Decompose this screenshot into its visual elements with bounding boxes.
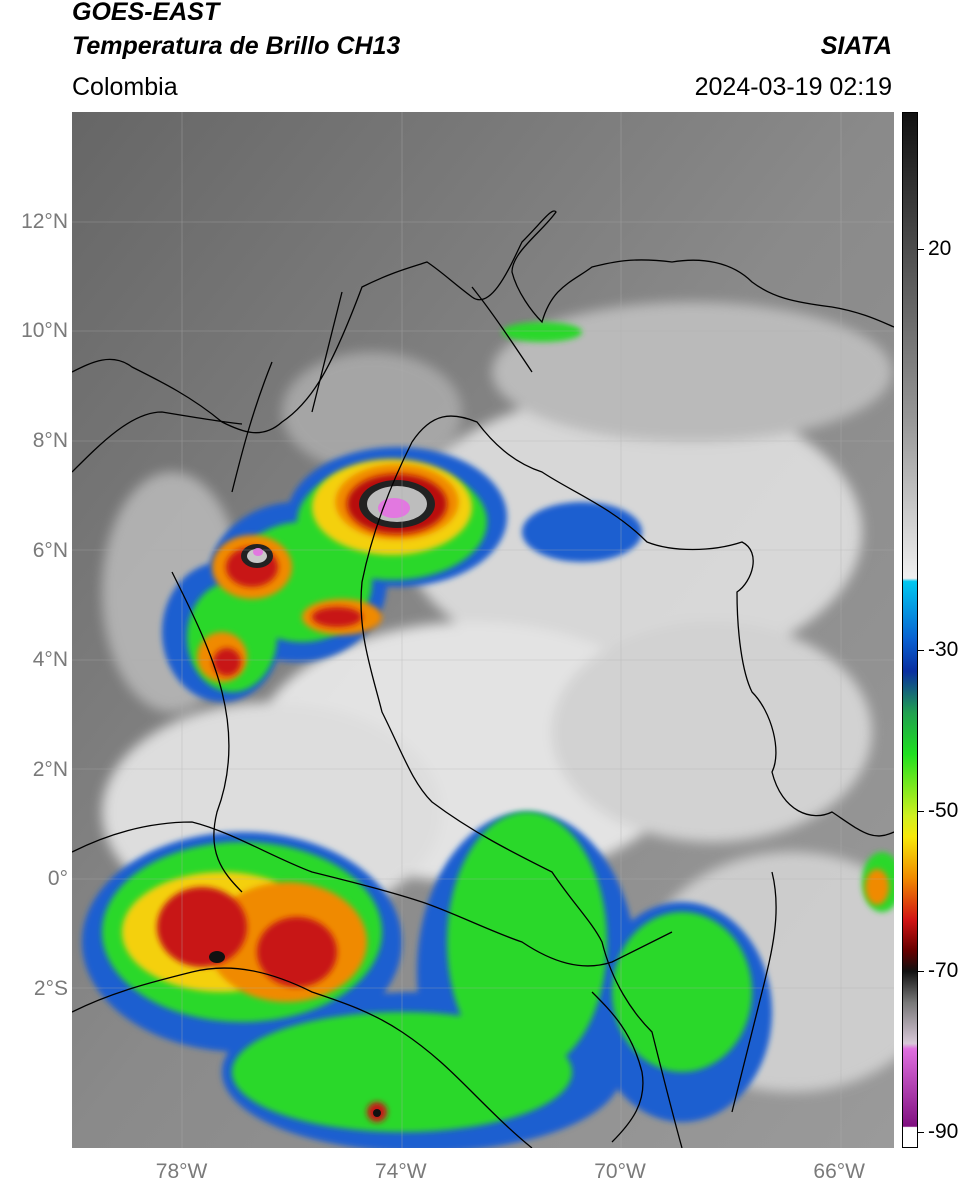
lat-tick-label: 6°N bbox=[32, 538, 68, 562]
lat-tick-label: 0° bbox=[47, 867, 68, 891]
colorbar-tick-label: -70 bbox=[928, 959, 959, 983]
lon-tick-label: 70°W bbox=[594, 1160, 646, 1183]
colorbar-tick-label: 20 bbox=[928, 236, 952, 260]
colorbar-tick-mark bbox=[918, 1131, 924, 1133]
datetime-label: 2024-03-19 02:19 bbox=[694, 73, 892, 101]
colorbar-tick-mark bbox=[918, 248, 924, 250]
brand-label: SIATA bbox=[820, 32, 892, 60]
colorbar-gradient bbox=[903, 113, 917, 1147]
graticule bbox=[72, 112, 894, 1148]
colorbar-tick-mark bbox=[918, 650, 924, 652]
lat-tick-label: 10°N bbox=[21, 319, 68, 343]
colorbar-tick-label: -90 bbox=[928, 1119, 959, 1143]
lat-tick-label: 8°N bbox=[32, 428, 68, 452]
lat-tick-label: 12°N bbox=[21, 209, 68, 233]
lat-tick-label: 4°N bbox=[32, 648, 68, 672]
colorbar bbox=[902, 112, 918, 1148]
colorbar-tick-label: -30 bbox=[928, 638, 959, 662]
lon-tick-label: 74°W bbox=[375, 1160, 427, 1183]
lat-tick-label: 2°S bbox=[33, 977, 68, 1001]
region-label: Colombia bbox=[72, 73, 178, 101]
colorbar-tick-mark bbox=[918, 971, 924, 973]
satellite-map bbox=[72, 112, 894, 1148]
satellite-title: GOES-EAST bbox=[72, 0, 220, 26]
lon-tick-label: 78°W bbox=[155, 1160, 208, 1183]
country-borders bbox=[72, 210, 894, 1148]
colorbar-tick-mark bbox=[918, 810, 924, 812]
lat-tick-label: 2°N bbox=[32, 757, 68, 781]
colorbar-tick-label: -50 bbox=[928, 798, 959, 822]
product-title: Temperatura de Brillo CH13 bbox=[72, 32, 401, 60]
lon-tick-label: 66°W bbox=[813, 1160, 865, 1183]
